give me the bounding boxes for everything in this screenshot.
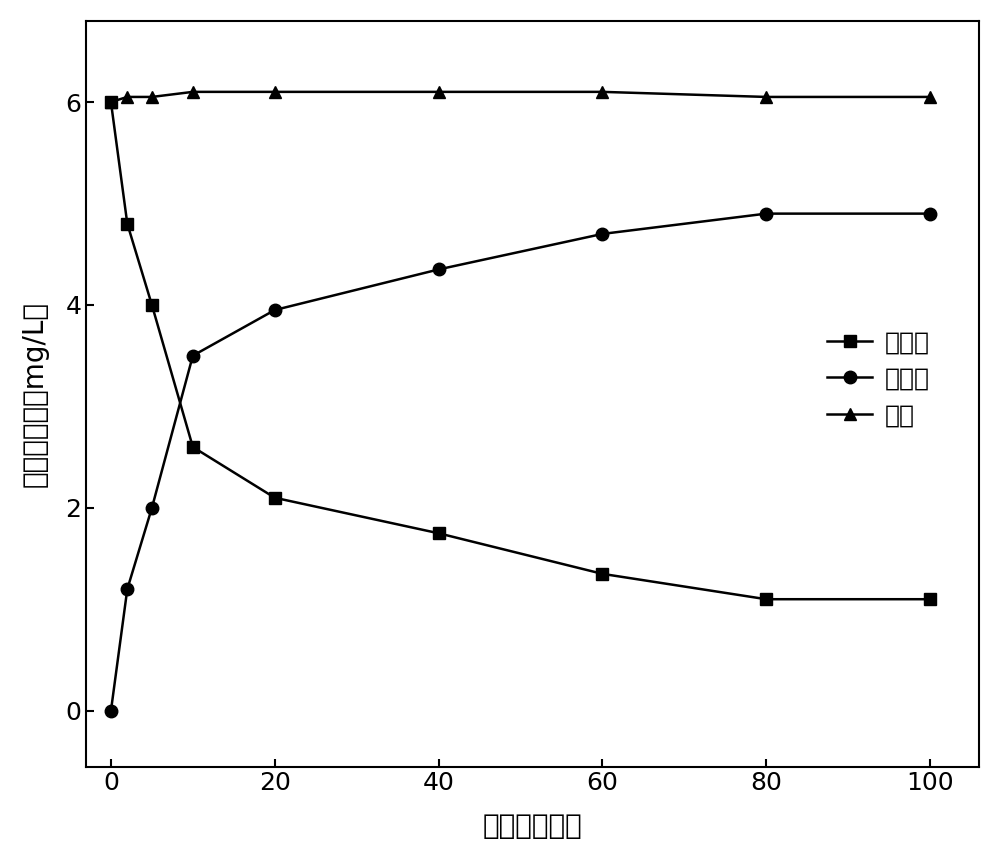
- 无机磷: [121, 584, 133, 594]
- 有机磷: [121, 219, 133, 229]
- 无机磷: [187, 350, 199, 361]
- X-axis label: 时间（分钟）: 时间（分钟）: [483, 812, 583, 840]
- 总磷: [105, 96, 117, 107]
- 有机磷: [433, 528, 445, 538]
- 总磷: [596, 87, 608, 97]
- Y-axis label: 残留磷浓度（mg/L）: 残留磷浓度（mg/L）: [21, 300, 49, 486]
- 无机磷: [433, 264, 445, 275]
- 总磷: [121, 92, 133, 102]
- 无机磷: [146, 503, 158, 513]
- 无机磷: [105, 706, 117, 716]
- 有机磷: [760, 594, 772, 604]
- Legend: 有机磷, 无机磷, 总磷: 有机磷, 无机磷, 总磷: [817, 320, 940, 437]
- 无机磷: [924, 208, 936, 219]
- Line: 总磷: 总磷: [105, 85, 936, 108]
- Line: 无机磷: 无机磷: [105, 208, 936, 717]
- 总磷: [269, 87, 281, 97]
- 总磷: [760, 92, 772, 102]
- 总磷: [187, 87, 199, 97]
- Line: 有机磷: 有机磷: [105, 96, 936, 605]
- 无机磷: [269, 305, 281, 315]
- 有机磷: [187, 442, 199, 452]
- 总磷: [924, 92, 936, 102]
- 有机磷: [596, 568, 608, 579]
- 无机磷: [596, 229, 608, 239]
- 总磷: [146, 92, 158, 102]
- 有机磷: [105, 96, 117, 107]
- 无机磷: [760, 208, 772, 219]
- 有机磷: [269, 492, 281, 503]
- 总磷: [433, 87, 445, 97]
- 有机磷: [924, 594, 936, 604]
- 有机磷: [146, 300, 158, 310]
